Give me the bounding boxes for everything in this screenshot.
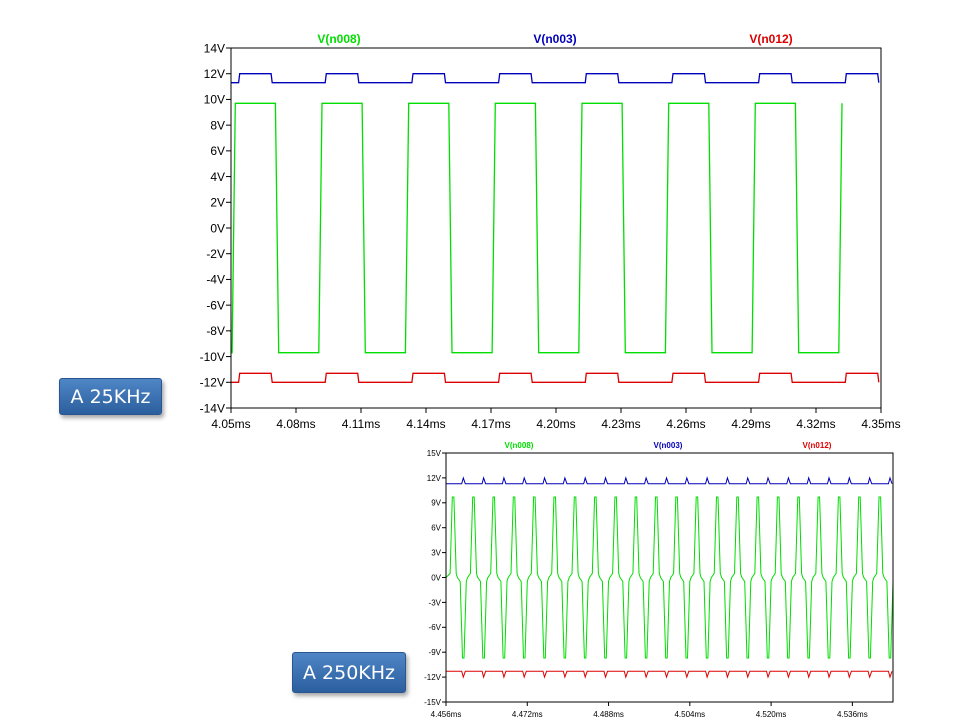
series-line-vn012 [231, 372, 880, 383]
legend-entry: V(n003) [654, 441, 683, 450]
y-tick-label: 4V [210, 170, 225, 184]
y-tick-label: -4V [206, 273, 225, 287]
x-tick-label: 4.29ms [731, 417, 770, 431]
y-tick-label: 12V [427, 474, 442, 483]
y-tick-label: 6V [210, 144, 225, 158]
frequency-badge-250khz: A 250KHz [292, 652, 406, 693]
plot-frame [230, 47, 882, 409]
y-tick-label: -6V [429, 623, 442, 632]
y-tick-label: 2V [210, 196, 225, 210]
y-tick-label: 9V [431, 499, 441, 508]
x-tick-label: 4.456ms [431, 710, 462, 719]
y-tick-label: -8V [206, 324, 225, 338]
y-tick-label: -12V [424, 673, 442, 682]
x-tick-label: 4.11ms [342, 417, 380, 431]
x-tick-label: 4.536ms [837, 710, 868, 719]
y-tick-label: -6V [206, 298, 225, 312]
legend-entry: V(n012) [803, 441, 832, 450]
x-tick-label: 4.488ms [593, 710, 624, 719]
legend-entry: V(n008) [317, 32, 360, 46]
y-tick-label: 8V [210, 118, 225, 132]
x-tick-label: 4.35ms [861, 417, 900, 431]
series-line-vn003 [446, 476, 893, 485]
y-tick-label: 14V [204, 41, 225, 55]
legend-entry: V(n008) [505, 441, 534, 450]
y-tick-label: 0V [210, 221, 225, 235]
x-tick-label: 4.05ms [211, 417, 250, 431]
y-tick-label: 6V [431, 524, 441, 533]
y-tick-label: 10V [204, 93, 225, 107]
series-line-vn008 [231, 102, 843, 354]
y-tick-label: -9V [429, 648, 442, 657]
y-tick-label: -15V [424, 698, 442, 707]
y-tick-label: -10V [200, 350, 225, 364]
x-tick-label: 4.17ms [471, 417, 510, 431]
x-tick-label: 4.520ms [756, 710, 787, 719]
x-tick-label: 4.08ms [276, 417, 315, 431]
series-line-vn012 [446, 670, 893, 679]
legend-entry: V(n012) [749, 32, 792, 46]
x-tick-label: 4.20ms [536, 417, 575, 431]
y-tick-label: 0V [431, 573, 441, 582]
legend-entry: V(n003) [533, 32, 576, 46]
x-tick-label: 4.472ms [512, 710, 543, 719]
y-tick-label: -14V [200, 401, 225, 415]
chart-1: 14V 12V 10V 8V 6V 4V 2V 0V -2V -4V -6V -8V -10V -12V -… [200, 32, 901, 431]
y-tick-label: -3V [429, 598, 442, 607]
x-tick-label: 4.504ms [674, 710, 705, 719]
y-tick-label: 15V [427, 449, 442, 458]
x-tick-label: 4.26ms [666, 417, 705, 431]
chart-2: 15V 12V 9V 6V 3V 0V -3V -6V -9V -12V -15V 4.456ms 4.… [424, 441, 894, 719]
series-line-vn003 [231, 73, 880, 84]
y-tick-label: 3V [431, 548, 441, 557]
series-line-vn008 [446, 496, 893, 659]
plot-frame [445, 452, 894, 703]
x-tick-label: 4.32ms [796, 417, 835, 431]
x-tick-label: 4.23ms [601, 417, 640, 431]
y-tick-label: -12V [200, 376, 225, 390]
frequency-badge-25khz: A 25KHz [59, 378, 162, 415]
y-tick-label: 12V [204, 67, 225, 81]
y-tick-label: -2V [206, 247, 225, 261]
x-tick-label: 4.14ms [406, 417, 445, 431]
